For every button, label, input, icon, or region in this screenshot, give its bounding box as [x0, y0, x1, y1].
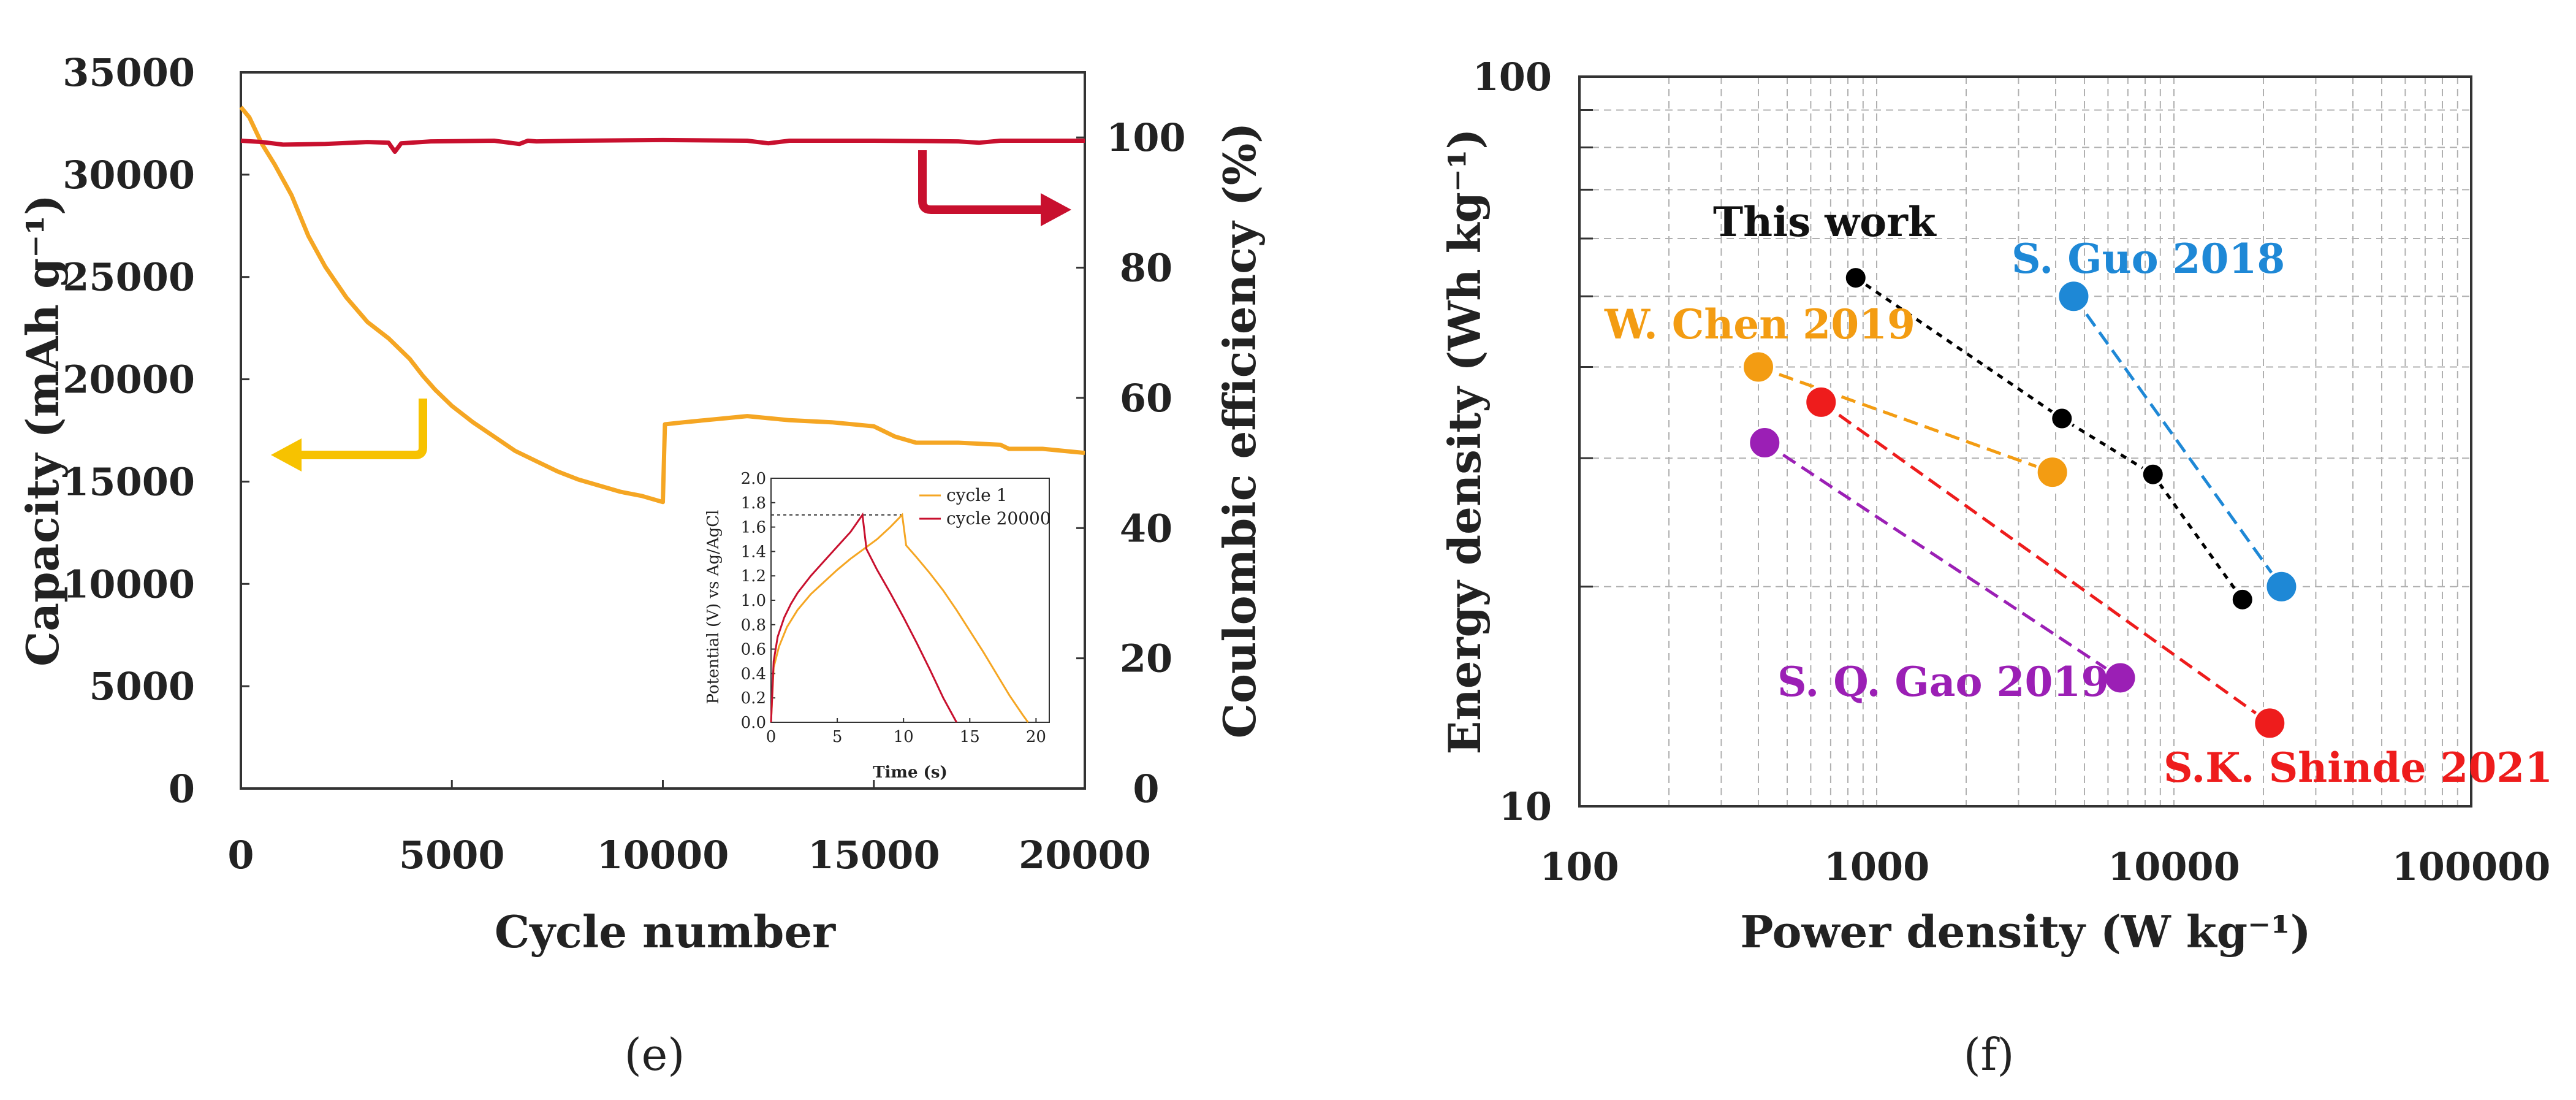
y-right-tick-label: 60: [1120, 376, 1172, 421]
x-axis-label: Power density (W kg⁻¹): [1740, 906, 2311, 958]
inset-x-tick-label: 15: [960, 728, 980, 746]
x-axis-label: Cycle number: [495, 906, 836, 958]
x-tick-label: 5000: [399, 833, 505, 877]
data-point-w-chen-2019: [2035, 455, 2070, 490]
inset-chart: 0 5 10 15 20 0.0 0.2 0.4 0.6 0.8 1.0 1.2 1.4 1.6 1.8 2…: [704, 470, 1051, 782]
y-left-tick-labels: 0 5000 10000 15000 20000 25000 30000 35000: [63, 50, 249, 811]
y-right-tick-label: 40: [1120, 506, 1172, 551]
data-point-s-guo-2018: [2264, 569, 2299, 604]
y-right-tick-label: 0: [1133, 766, 1159, 811]
left-arrowhead-icon: [271, 438, 302, 472]
inset-y-tick-label: 1.0: [741, 592, 766, 610]
inset-y-tick-label: 0.4: [741, 665, 766, 683]
data-point-s-k-shinde-2021: [2252, 706, 2287, 741]
inset-y-tick-label: 0.2: [741, 689, 766, 708]
y-right-tick-labels: 0 20 40 60 80 100: [1076, 115, 1186, 811]
inset-y-tick-label: 1.4: [741, 543, 766, 561]
inset-x-tick-labels: 0 5 10 15 20: [766, 718, 1046, 746]
data-point-this-work: [2140, 462, 2165, 487]
inset-legend-cycle20000: cycle 20000: [946, 508, 1051, 529]
inset-series-line-cycle-20000: [770, 512, 958, 723]
data-point-s-q-gao-2019: [2103, 660, 2138, 695]
right-arrowhead-icon: [1041, 193, 1071, 226]
y-right-axis-label: Coulombic efficiency (%): [1214, 123, 1266, 739]
label-w-chen-2019: W. Chen 2019: [1604, 300, 1915, 348]
y-left-tick-label: 10000: [63, 562, 195, 606]
inset-y-tick-label: 1.6: [741, 519, 766, 537]
x-tick-label: 20000: [1019, 833, 1151, 877]
inset-series-line-cycle-1: [770, 513, 1029, 723]
inset-y-tick-labels: 0.0 0.2 0.4 0.6 0.8 1.0 1.2 1.4 1.6 1.8 2.0: [741, 470, 775, 732]
label-s-k-shinde-2021: S.K. Shinde 2021: [2164, 744, 2553, 792]
x-tick-label: 1000: [1824, 844, 1930, 889]
inset-y-tick-label: 0.8: [741, 616, 766, 635]
panel-label-e: (e): [625, 1029, 685, 1080]
plot-frame: [1578, 75, 2472, 808]
capacity-and-ce-series: [239, 105, 1085, 505]
data-point-w-chen-2019: [1741, 349, 1776, 384]
y-tick-labels: 10 100: [1473, 55, 1552, 829]
inset-x-tick-label: 5: [832, 728, 843, 746]
y-left-tick-label: 25000: [63, 255, 195, 300]
series-line-s-q-gao-2019: [1763, 441, 2121, 679]
panel-e-capacity-chart: 0 5000 10000 15000 20000 0500010000150002000…: [17, 50, 1266, 1080]
y-right-tick-label: 100: [1106, 115, 1185, 160]
x-tick-labels: 100 1000 10000 100000: [1540, 844, 2550, 889]
series-line-s-guo-2018: [2072, 295, 2283, 588]
inset-legend-cycle1: cycle 1: [946, 485, 1007, 505]
series-line-w-chen-2019: [1758, 365, 2053, 474]
x-tick-label: 15000: [808, 833, 940, 877]
y-right-tick-label: 20: [1120, 636, 1172, 681]
x-tick-label: 10000: [597, 833, 729, 877]
data-point-this-work: [1843, 265, 1868, 291]
series-line-this-work: [1855, 277, 2244, 601]
x-tick-label: 10000: [2108, 844, 2240, 889]
ragone-series: [1741, 265, 2299, 741]
data-point-s-guo-2018: [2056, 279, 2091, 314]
x-tick-label: 100: [1540, 844, 1619, 889]
panel-f-ragone-chart: 100 1000 10000 100000 10 100 This work S. Gu…: [1438, 55, 2553, 1080]
data-point-this-work: [2230, 587, 2255, 612]
y-tick-label: 100: [1473, 55, 1552, 99]
data-point-s-q-gao-2019: [1747, 426, 1782, 460]
data-point-this-work: [2050, 406, 2075, 431]
inset-series: [770, 512, 1029, 723]
y-axis-label: Energy density (Wh kg⁻¹): [1438, 129, 1491, 755]
label-s-guo-2018: S. Guo 2018: [2012, 235, 2285, 283]
x-tick-labels: 0 5000 10000 15000 20000: [227, 780, 1151, 877]
y-left-tick-label: 5000: [89, 664, 195, 709]
series-line-capacity: [239, 105, 1085, 505]
left-arrow-icon: [299, 399, 427, 459]
inset-y-axis-label: Potential (V) vs Ag/AgCl: [704, 510, 723, 705]
y-left-tick-label: 20000: [63, 357, 195, 402]
panel-label-f: (f): [1964, 1029, 2015, 1080]
inset-x-tick-label: 10: [894, 728, 914, 746]
y-left-tick-label: 15000: [63, 459, 195, 504]
inset-y-tick-label: 1.8: [741, 494, 766, 513]
inset-x-axis-label: Time (s): [873, 763, 948, 782]
y-left-tick-label: 30000: [63, 153, 195, 197]
y-left-tick-label: 0: [169, 766, 195, 811]
inset-y-tick-label: 2.0: [741, 470, 766, 488]
inset-y-tick-label: 1.2: [741, 567, 766, 586]
right-arrow-icon: [918, 150, 1042, 214]
y-left-axis-label: Capacity (mAh g⁻¹): [17, 194, 69, 666]
data-point-s-k-shinde-2021: [1804, 384, 1839, 419]
inset-x-tick-label: 0: [766, 728, 777, 746]
x-tick-label: 100000: [2392, 844, 2551, 889]
y-right-tick-label: 80: [1120, 246, 1172, 291]
x-tick-label: 0: [227, 833, 254, 877]
inset-y-tick-label: 0.6: [741, 641, 766, 659]
y-left-tick-label: 35000: [63, 50, 195, 95]
inset-background: [769, 478, 1051, 724]
series-line-s-k-shinde-2021: [1820, 400, 2271, 725]
series-line-coulombic-efficiency: [240, 137, 1085, 154]
y-tick-label: 10: [1499, 784, 1552, 829]
label-s-q-gao-2019: S. Q. Gao 2019: [1777, 658, 2109, 706]
label-this-work: This work: [1713, 198, 1937, 246]
inset-x-tick-label: 20: [1026, 728, 1046, 746]
inset-y-tick-label: 0.0: [741, 714, 766, 732]
